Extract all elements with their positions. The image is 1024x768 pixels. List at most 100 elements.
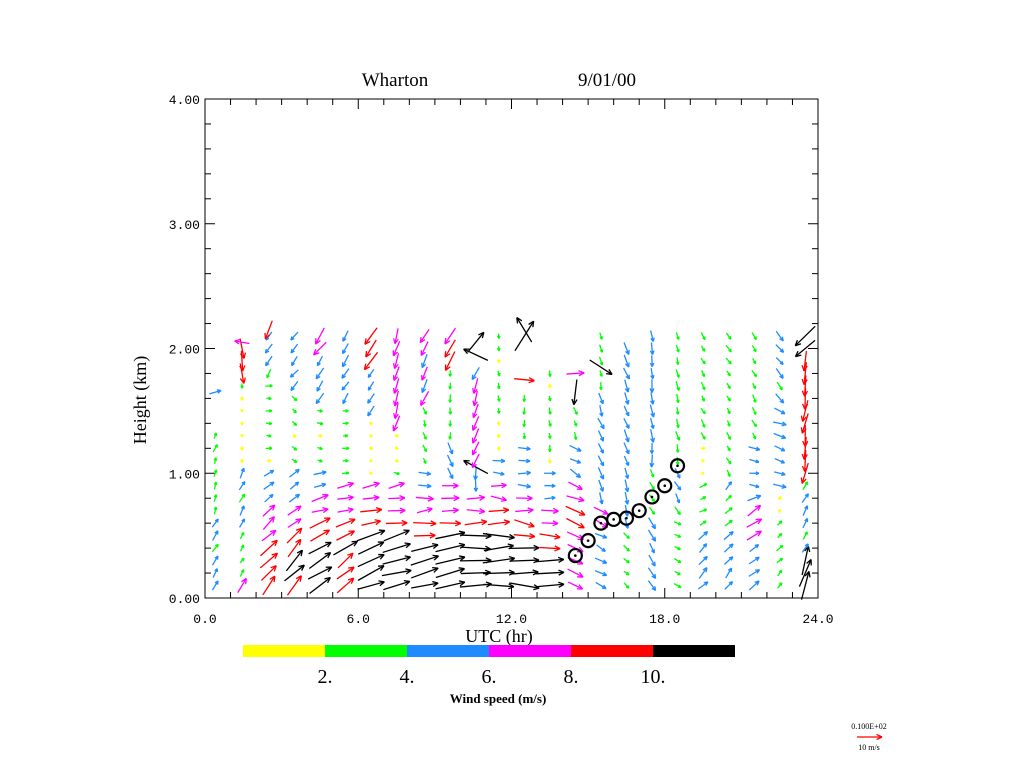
wind-vector <box>422 407 428 415</box>
wind-vector <box>675 431 681 441</box>
wind-vector <box>467 331 485 353</box>
wind-vector <box>567 568 584 578</box>
boundary-layer-marker <box>618 510 635 526</box>
wind-vector <box>410 554 439 566</box>
wind-vector <box>369 421 373 426</box>
wind-vector <box>286 527 303 544</box>
wind-vector <box>624 467 630 480</box>
wind-vector <box>673 521 682 526</box>
wind-vector <box>565 505 586 516</box>
wind-vector <box>367 369 375 379</box>
boundary-layer-marker <box>580 533 596 549</box>
x-tick-label: 24.0 <box>802 612 833 627</box>
wind-vector <box>240 458 244 464</box>
wind-vector <box>422 432 427 440</box>
wind-vector <box>464 519 488 526</box>
wind-vector <box>313 341 327 356</box>
wind-vector <box>336 566 355 580</box>
wind-vector <box>472 390 478 407</box>
wind-vector <box>333 540 359 556</box>
wind-vector <box>341 343 349 355</box>
wind-vector <box>240 383 244 389</box>
wind-vector <box>649 542 655 554</box>
wind-vector <box>435 580 466 590</box>
wind-vector <box>266 368 272 379</box>
reference-arrow-icon <box>857 733 883 741</box>
wind-vector <box>209 389 222 395</box>
wind-vector <box>239 557 245 564</box>
wind-vector <box>698 531 709 541</box>
wind-vector <box>239 531 245 540</box>
wind-vector <box>723 530 734 541</box>
wind-vector <box>435 542 466 553</box>
wind-vector <box>699 520 707 526</box>
y-tick-label: 0.00 <box>169 592 200 607</box>
wind-vector <box>343 433 349 438</box>
wind-vector <box>623 557 630 564</box>
wind-vector <box>698 555 708 566</box>
wind-vector <box>514 519 535 528</box>
wind-vector <box>623 442 630 455</box>
wind-vector <box>548 420 552 427</box>
wind-vector <box>675 381 681 391</box>
wind-vector <box>213 469 218 477</box>
wind-vector <box>594 557 608 564</box>
wind-vector <box>571 379 578 406</box>
wind-vector <box>675 369 680 378</box>
wind-vector <box>748 556 760 565</box>
wind-vector <box>675 456 680 465</box>
wind-vector <box>541 507 559 515</box>
wind-vector <box>674 506 681 516</box>
wind-vector <box>496 346 501 352</box>
wind-vector <box>286 575 302 596</box>
wind-vector <box>514 320 535 352</box>
wind-vector <box>573 431 578 440</box>
wind-vector <box>774 458 786 464</box>
wind-vector <box>547 444 552 453</box>
wind-vector <box>725 457 732 465</box>
wind-vector <box>496 382 501 390</box>
wind-vector <box>367 405 375 417</box>
wind-vector <box>569 468 582 479</box>
wind-vector <box>317 459 323 463</box>
wind-vector <box>238 518 246 528</box>
wind-vector <box>471 428 480 444</box>
wind-vector <box>700 345 706 352</box>
wind-vector <box>544 495 556 501</box>
wind-vector <box>751 332 757 341</box>
wind-vector <box>211 518 219 528</box>
wind-vector <box>746 530 762 541</box>
wind-vector <box>794 325 816 347</box>
wind-vector <box>362 481 380 489</box>
wind-vector <box>801 543 809 553</box>
wind-vector <box>497 395 501 402</box>
wind-vector <box>547 458 552 464</box>
wind-vector <box>448 394 452 403</box>
wind-vector <box>240 409 244 413</box>
wind-vector <box>522 419 527 428</box>
wind-vector <box>290 356 298 367</box>
wind-vector <box>776 381 783 391</box>
wind-vector <box>393 390 399 407</box>
wind-vector <box>284 564 305 582</box>
wind-vector <box>775 368 784 379</box>
wind-vector <box>211 543 219 553</box>
wind-vector <box>393 403 399 419</box>
wind-vector <box>623 429 630 443</box>
wind-vector <box>415 495 434 502</box>
wind-vector <box>752 394 757 403</box>
wind-vector <box>548 370 552 377</box>
wind-vector <box>316 421 324 426</box>
wind-vector <box>315 367 325 380</box>
wind-vector <box>801 449 809 472</box>
wind-vector <box>496 359 501 364</box>
wind-vector <box>802 531 808 540</box>
wind-vector <box>342 330 349 342</box>
wind-vector <box>516 495 533 502</box>
wind-vector <box>367 393 375 404</box>
wind-vector <box>238 493 246 503</box>
wind-vector <box>265 421 273 426</box>
wind-vector <box>413 520 437 527</box>
wind-vector <box>383 579 411 591</box>
